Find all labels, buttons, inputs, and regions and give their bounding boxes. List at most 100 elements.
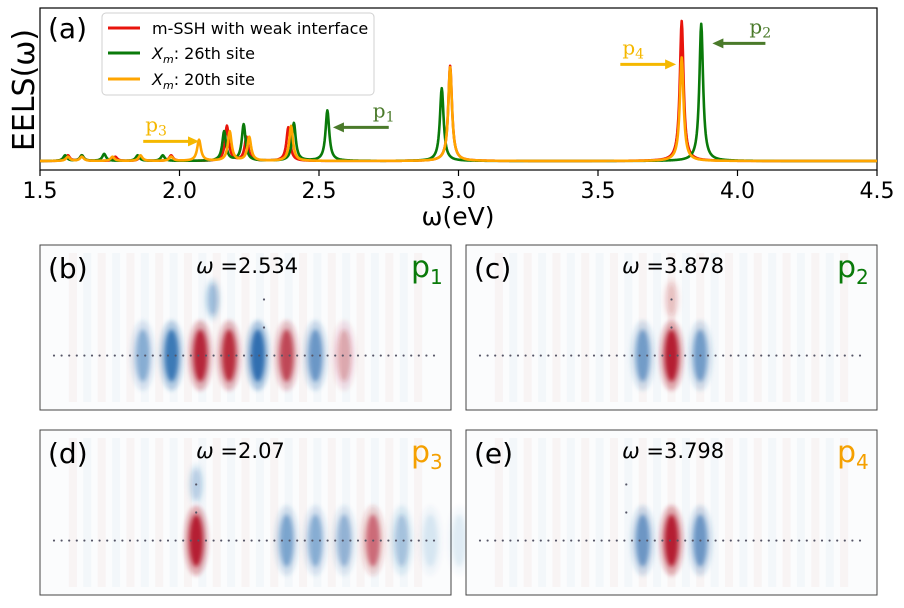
site-dot [417, 354, 420, 357]
interface-dot [670, 298, 673, 301]
site-dot [805, 539, 808, 542]
site-dot [311, 539, 314, 542]
site-dot [836, 539, 839, 542]
stripe [212, 253, 221, 402]
stripe [523, 438, 532, 587]
legend-label-26th: Xm: 26th site [151, 44, 255, 66]
site-dot [258, 539, 261, 542]
mode-panel-b: (b) ω =2.534 p1 [39, 244, 452, 411]
site-dot [600, 354, 603, 357]
site-dot [782, 354, 786, 357]
stripe [753, 438, 762, 587]
stripe [523, 253, 532, 402]
site-dot [83, 354, 86, 357]
stripe [97, 438, 106, 587]
arrow-p2-head [712, 38, 724, 49]
site-dot [798, 539, 801, 542]
site-dot [372, 354, 375, 357]
field-lobe [135, 329, 150, 382]
field-lobe [193, 329, 208, 382]
site-dot [486, 354, 489, 357]
stripe [538, 438, 547, 587]
field-lobe [635, 514, 650, 567]
site-dot [326, 539, 329, 542]
site-dot [220, 539, 223, 542]
mode-label: p3 [411, 435, 443, 474]
site-dot [790, 539, 793, 542]
site-dot [585, 539, 588, 542]
interface-dot [195, 511, 198, 514]
site-dot [258, 354, 261, 357]
site-dot [75, 354, 78, 357]
mode-label: p2 [837, 250, 869, 289]
site-dot [706, 354, 710, 357]
interface-dot [625, 511, 628, 514]
stripe [653, 438, 662, 587]
site-dot [699, 539, 702, 542]
x-tick-label: 3.5 [581, 179, 616, 204]
panel-label: (c) [474, 252, 511, 285]
site-dot [813, 539, 816, 542]
x-tick-label: 3.0 [441, 179, 476, 204]
field-lobe [664, 514, 679, 567]
site-dot [52, 539, 56, 542]
site-dot [197, 539, 200, 542]
site-chain [52, 298, 436, 357]
site-dot [379, 354, 382, 357]
site-dot [775, 354, 778, 357]
site-dot [52, 354, 56, 357]
site-dot [782, 539, 786, 542]
site-dot [532, 539, 535, 542]
panel-label: (d) [48, 437, 88, 470]
site-dot [494, 539, 497, 542]
site-dot [68, 354, 71, 357]
site-dot [113, 354, 116, 357]
field-lobe [279, 514, 294, 567]
omega-label: ω =2.07 [196, 439, 285, 463]
site-dot [341, 539, 344, 542]
stripe [112, 438, 121, 587]
site-dot [121, 539, 124, 542]
stripe [796, 253, 805, 402]
site-dot [577, 539, 580, 542]
field-lobe [189, 514, 204, 567]
site-dot [242, 354, 246, 357]
field-lobe [664, 329, 679, 382]
site-dot [547, 539, 550, 542]
site-dot [197, 354, 200, 357]
site-dot [608, 539, 611, 542]
site-dot [828, 354, 831, 357]
site-dot [280, 354, 284, 357]
site-dot [706, 539, 710, 542]
annotation-layer: p1 p2 p3 p4 [143, 14, 771, 147]
site-dot [265, 539, 268, 542]
field-lobe [164, 329, 179, 382]
site-dot [128, 354, 132, 357]
site-dot [250, 354, 253, 357]
site-dot [752, 539, 755, 542]
site-dot [250, 539, 253, 542]
site-dot [90, 539, 94, 542]
mode-panels: (b) ω =2.534 p1 (c) ω =3.878 p2 (d) ω =2.07 p3 (e… [39, 244, 878, 596]
site-dot [592, 539, 596, 542]
site-dot [349, 354, 352, 357]
stripe [97, 253, 106, 402]
site-dot [676, 539, 679, 542]
stripe [155, 253, 164, 402]
stripe [327, 438, 336, 587]
site-dot [676, 354, 679, 357]
site-dot [318, 354, 322, 357]
interface-dot [262, 326, 266, 329]
x-ticks: 1.5 2.0 2.5 3.0 3.5 4.0 4.5 [23, 170, 895, 204]
site-dot [151, 539, 154, 542]
site-dot [60, 539, 63, 542]
site-dot [410, 539, 413, 542]
site-dot [159, 354, 162, 357]
series-line-2 [39, 56, 878, 163]
site-dot [341, 354, 344, 357]
stripe [782, 253, 791, 402]
site-dot [478, 539, 482, 542]
site-dot [524, 539, 527, 542]
field-lobe [279, 329, 294, 382]
site-dot [296, 539, 299, 542]
